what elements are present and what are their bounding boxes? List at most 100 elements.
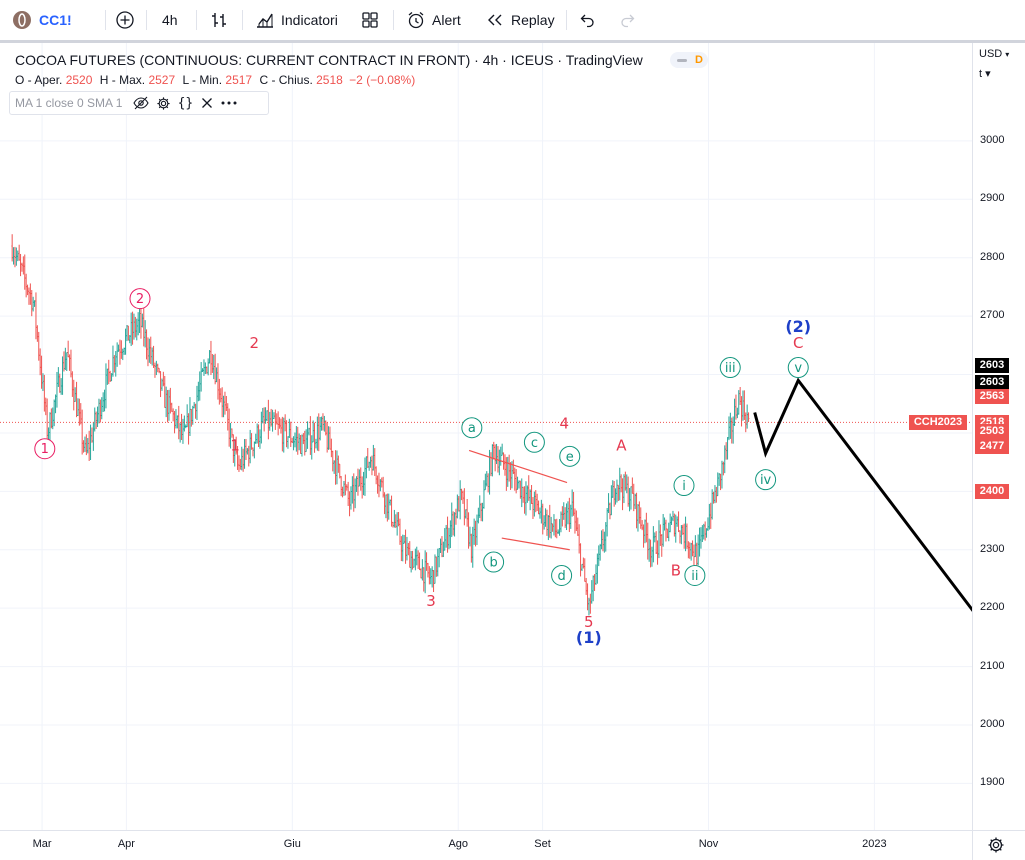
wave-label-circle <box>34 438 56 460</box>
hide-indicator-button[interactable] <box>130 92 152 114</box>
wave-label-circle <box>523 431 545 453</box>
wave-label-text: 4 <box>560 414 570 432</box>
chart-legend-title[interactable]: COCOA FUTURES (CONTINUOUS: CURRENT CONTR… <box>15 52 643 68</box>
wave-label-5: 5 <box>584 613 594 631</box>
currency-label: USD <box>979 48 1003 60</box>
indicators-button[interactable]: Indicatori <box>255 8 338 32</box>
wave-label-text: (1) <box>576 628 602 647</box>
wave-label-1: 1 <box>230 437 240 455</box>
source-code-button[interactable]: {} <box>174 92 196 114</box>
redo-icon <box>621 14 635 28</box>
low-value: 2517 <box>225 73 253 87</box>
price-tick-label: 2000 <box>980 718 1005 730</box>
time-axis[interactable] <box>0 830 972 860</box>
wave-label-circle <box>559 445 581 467</box>
toolbar-divider <box>105 10 106 30</box>
wave-label-circle <box>129 288 151 310</box>
undo-icon <box>580 14 594 28</box>
close-label: C - Chius. <box>259 73 313 87</box>
wave-label-e: e <box>559 445 581 467</box>
chart-settings-corner[interactable] <box>972 830 1025 860</box>
gear-icon <box>157 96 170 110</box>
indicator-settings-button[interactable] <box>152 92 174 114</box>
wave-label-circle <box>673 475 695 497</box>
more-options-button[interactable] <box>218 92 240 114</box>
symbol-label: CC1! <box>39 12 72 28</box>
plus-circle-icon <box>116 11 134 29</box>
wave-label-d: d <box>551 564 573 586</box>
ellipsis-icon <box>221 101 237 105</box>
wave-label-circle <box>551 564 573 586</box>
high-value: 2527 <box>148 73 176 87</box>
price-tick-label: 3000 <box>980 133 1005 146</box>
indicators-icon <box>257 13 273 28</box>
settings-gear-icon <box>988 837 1004 853</box>
layouts-button[interactable] <box>360 8 380 32</box>
time-tick-label: Mar <box>32 838 52 850</box>
indicator-label: MA 1 close 0 SMA 1 <box>15 96 123 110</box>
wave-label-text: i <box>682 479 686 494</box>
toolbar-divider <box>242 10 243 30</box>
time-tick-label: 2023 <box>862 838 887 850</box>
wave-label-text: ii <box>691 569 698 584</box>
symbol-search-button[interactable]: CC1! <box>12 8 72 32</box>
wave-label-c: c <box>523 431 545 453</box>
chart-type-button[interactable] <box>209 8 229 32</box>
chart-plot-area[interactable]: 1 2 1 2 3 4 5 (1) A B C (2) a b c d e i ii iii iv v <box>0 43 972 830</box>
wave-label-circle <box>461 417 483 439</box>
wave-label-1: (1) <box>576 628 602 647</box>
price-tag: 2563 <box>975 389 1009 405</box>
wave-label-text: v <box>794 361 802 376</box>
alert-button[interactable]: Alert <box>406 8 461 32</box>
wave-label-a: a <box>461 417 483 439</box>
wave-label-2: 2 <box>129 288 151 310</box>
wave-label-ii: ii <box>684 564 706 586</box>
toolbar-divider <box>196 10 197 30</box>
replay-button[interactable]: Replay <box>485 8 555 32</box>
high-label: H - Max. <box>99 73 146 87</box>
top-toolbar: CC1! 4h Indicatori <box>0 0 1025 41</box>
wave-label-b: b <box>483 551 505 573</box>
redo-button[interactable] <box>617 8 637 32</box>
status-dash-icon <box>677 58 687 62</box>
price-tag: 2477 <box>975 439 1009 455</box>
projection-path <box>753 377 972 612</box>
chevron-down-icon: ▾ <box>1005 50 1010 59</box>
price-tag: 2603 <box>975 357 1009 373</box>
compare-add-button[interactable] <box>114 8 136 32</box>
wave-label-text: (2) <box>785 317 811 336</box>
wave-label-text: 1 <box>41 442 49 457</box>
symbol-logo-icon <box>13 11 31 29</box>
interval-label: 4h <box>162 12 178 28</box>
toolbar-divider <box>393 10 394 30</box>
wave-label-4: 4 <box>560 414 570 432</box>
triangle-trendline <box>501 537 570 551</box>
toolbar-divider <box>566 10 567 30</box>
undo-button[interactable] <box>578 8 598 32</box>
wave-label-text: e <box>566 450 574 465</box>
remove-indicator-button[interactable] <box>196 92 218 114</box>
wave-label-text: b <box>489 556 497 571</box>
indicator-legend-row[interactable]: MA 1 close 0 SMA 1 {} <box>9 91 269 115</box>
unit-selector[interactable]: t ▾ <box>979 68 991 80</box>
interval-button[interactable]: 4h <box>162 8 178 32</box>
wave-label-text: d <box>557 569 565 584</box>
price-tag: 2503 <box>975 424 1009 440</box>
wave-label-text: 2 <box>249 334 259 352</box>
wave-label-text: 5 <box>584 613 594 631</box>
open-value: 2520 <box>65 73 93 87</box>
time-tick-label: Giu <box>283 838 301 850</box>
wave-label-iv: iv <box>755 469 777 491</box>
wave-label-A: A <box>616 437 627 455</box>
wave-label-text: iv <box>760 473 772 488</box>
wave-label-text: 1 <box>230 437 240 455</box>
wave-label-text: 3 <box>426 592 436 610</box>
grid-layout-icon <box>362 12 378 28</box>
wave-label-1: 1 <box>34 438 56 460</box>
wave-label-text: C <box>793 334 803 352</box>
currency-selector[interactable]: USD ▾ <box>979 48 1009 60</box>
market-status-badge[interactable]: D <box>670 52 708 68</box>
price-tick-label: 1900 <box>980 776 1005 789</box>
badge-letter: D <box>695 54 703 66</box>
